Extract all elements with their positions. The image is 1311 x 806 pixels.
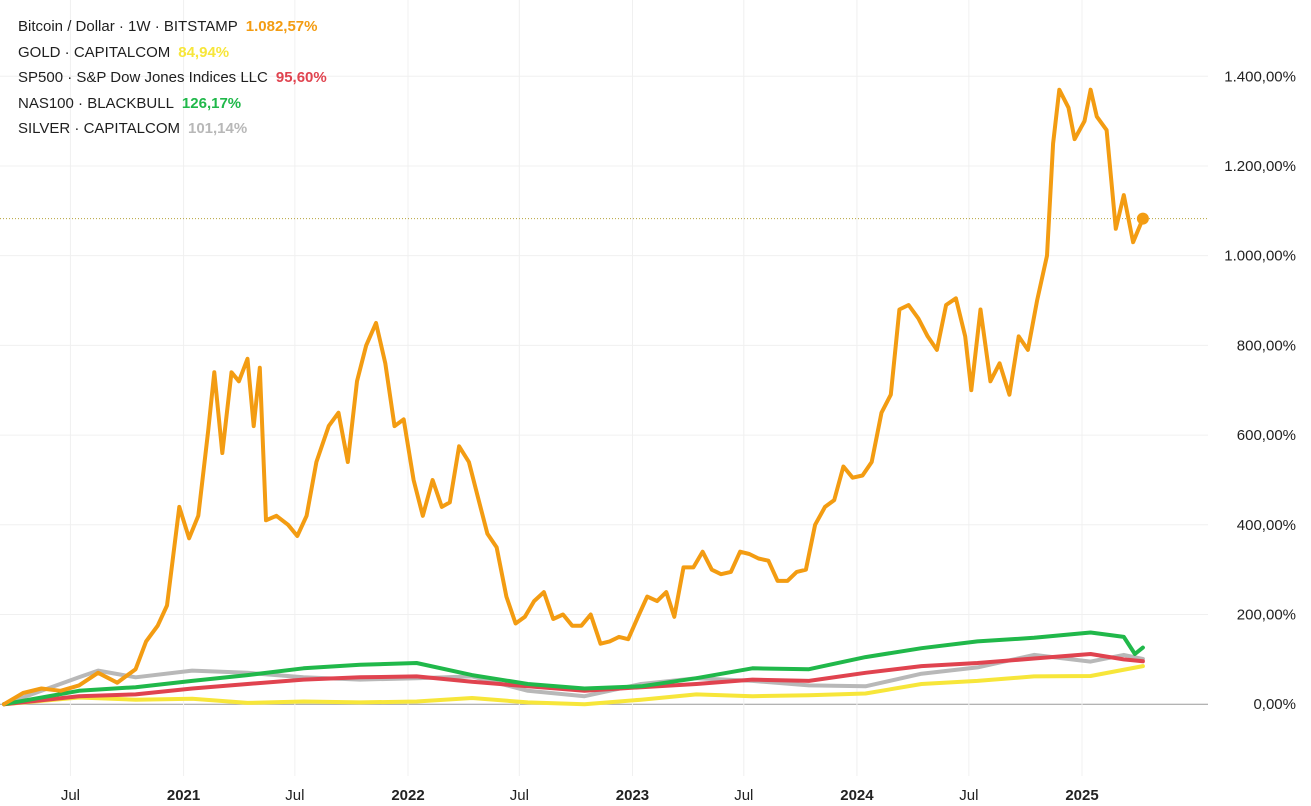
legend-value: 126,17% [181,94,242,112]
x-tick-label: Jul [285,787,304,804]
x-tick-label: 2024 [840,787,874,804]
x-tick-label: Jul [61,787,80,804]
series-line-3[interactable] [2,630,1145,707]
legend-label: NAS100 · BLACKBULL [18,94,174,112]
y-tick-label: 1.000,00% [1224,248,1296,265]
series-line-1[interactable] [2,664,1145,707]
legend-item-sp500[interactable]: SP500 · S&P Dow Jones Indices LLC 95,60% [18,65,327,91]
series-layer [2,87,1149,707]
x-axis[interactable]: Jul 2021 Jul 2022 Jul 2023 Jul 2024 Jul 2025 [61,787,1099,804]
legend: Bitcoin / Dollar · 1W · BITSTAMP 1.082,57… [18,14,327,142]
legend-value: 1.082,57% [245,18,318,35]
legend-label: SILVER · CAPITALCOM [18,120,180,137]
y-tick-label: 1.400,00% [1224,68,1296,85]
x-tick-label: Jul [959,787,978,804]
series-line-0[interactable] [2,87,1145,707]
y-axis[interactable]: 0,00% 200,00% 400,00% 600,00% 800,00% 1.000,0… [1224,68,1296,713]
x-tick-label: 2025 [1065,787,1098,804]
legend-label: GOLD · CAPITALCOM [18,43,171,61]
legend-value: 95,60% [275,69,327,86]
legend-value: 84,94% [178,43,230,61]
y-tick-label: 600,00% [1237,427,1296,444]
last-point-marker[interactable] [1136,212,1149,225]
x-tick-label: Jul [734,787,753,804]
legend-label: Bitcoin / Dollar · 1W · BITSTAMP [18,18,238,35]
y-tick-label: 0,00% [1253,696,1296,713]
x-tick-label: 2022 [391,787,424,804]
y-tick-label: 800,00% [1237,337,1296,354]
x-tick-label: 2021 [167,787,200,804]
x-tick-label: 2023 [616,787,649,804]
y-tick-label: 400,00% [1237,517,1296,534]
y-tick-label: 200,00% [1237,607,1296,624]
legend-item-gold[interactable]: GOLD · CAPITALCOM 84,94% [18,40,327,66]
y-tick-label: 1.200,00% [1224,158,1296,175]
legend-label: SP500 · S&P Dow Jones Indices LLC [18,69,268,86]
grid-layer [0,0,1208,776]
legend-item-silver[interactable]: SILVER · CAPITALCOM 101,14% [18,116,327,142]
legend-item-bitcoin[interactable]: Bitcoin / Dollar · 1W · BITSTAMP 1.082,57… [18,14,327,40]
x-tick-label: Jul [510,787,529,804]
legend-item-nas100[interactable]: NAS100 · BLACKBULL 126,17% [18,91,327,117]
legend-value: 101,14% [187,120,248,137]
